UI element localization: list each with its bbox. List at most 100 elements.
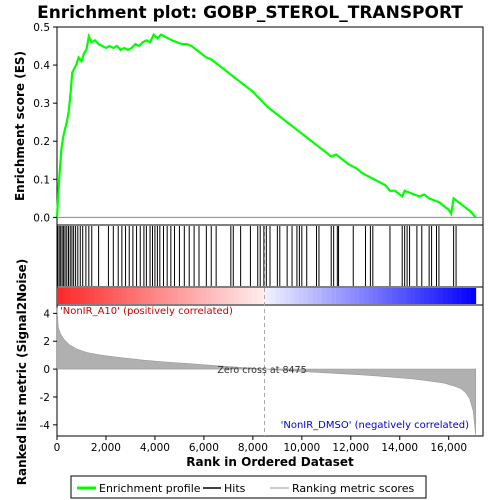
es-tick-label: 0.5 xyxy=(33,22,50,34)
colorbar-segment xyxy=(57,288,63,304)
colorbar-segment xyxy=(364,288,370,304)
colorbar-segment xyxy=(117,288,123,304)
colorbar-segment xyxy=(136,288,142,304)
colorbar-segment xyxy=(466,288,472,304)
x-tick-label: 2,000 xyxy=(91,442,121,454)
colorbar-segment xyxy=(243,288,249,304)
colorbar-segment xyxy=(326,288,332,304)
colorbar-segment xyxy=(163,288,170,304)
colorbar-segment xyxy=(447,288,453,304)
colorbar-segment xyxy=(438,288,444,304)
colorbar-segment xyxy=(80,288,86,304)
colorbar-segment xyxy=(368,288,374,304)
metric-panel-frame xyxy=(56,304,484,437)
colorbar-segment xyxy=(317,288,323,304)
colorbar-segment xyxy=(224,288,230,304)
colorbar-segment xyxy=(294,288,300,304)
x-tick-label: 4,000 xyxy=(140,442,170,454)
colorbar-segment xyxy=(177,288,184,304)
x-tick-label: 0 xyxy=(54,442,61,454)
colorbar-segment xyxy=(308,288,314,304)
colorbar-segment xyxy=(275,288,281,304)
colorbar-segment xyxy=(387,288,393,304)
colorbar-segment xyxy=(452,288,458,304)
colorbar-segment xyxy=(443,288,449,304)
x-tick-label: 16,000 xyxy=(430,442,467,454)
colorbar-segment xyxy=(257,288,263,304)
colorbar-segment xyxy=(205,288,212,304)
enrichment-profile xyxy=(55,32,483,219)
colorbar-segment xyxy=(298,288,305,304)
metric-tick-label: -4 xyxy=(40,420,51,432)
metric-area xyxy=(56,307,476,435)
colorbar-segment xyxy=(322,288,328,304)
colorbar-segment xyxy=(196,288,202,304)
metric-tick-label: 2 xyxy=(43,336,50,348)
colorbar-segment xyxy=(401,288,407,304)
metric-tick-label: 4 xyxy=(43,308,50,320)
colorbar-segment xyxy=(382,288,388,304)
colorbar-segment xyxy=(94,288,100,304)
colorbar-segment xyxy=(433,288,439,304)
ranking-metric-area xyxy=(56,225,476,436)
colorbar-segment xyxy=(150,288,156,304)
colorbar-segment xyxy=(89,288,95,304)
colorbar-segment xyxy=(350,288,356,304)
legend: Enrichment profile Hits Ranking metric s… xyxy=(70,475,427,499)
zero-cross-label: Zero cross at 8475 xyxy=(217,365,306,376)
colorbar-segment xyxy=(126,288,132,304)
es-axis-label: Enrichment score (ES) xyxy=(13,51,27,201)
colorbar-segment xyxy=(159,288,165,304)
legend-es-label: Enrichment profile xyxy=(99,482,201,495)
es-tick-label: 0.2 xyxy=(33,136,50,148)
colorbar-segment xyxy=(70,288,77,304)
colorbar-segment xyxy=(457,288,463,304)
x-tick-label: 8,000 xyxy=(238,442,268,454)
colorbar-segment xyxy=(373,288,379,304)
colorbar-segment xyxy=(247,288,253,304)
colorbar-segment xyxy=(201,288,207,304)
colorbar-segment xyxy=(98,288,105,304)
colorbar-segment xyxy=(66,288,72,304)
colorbar-segment xyxy=(270,288,277,304)
es-tick-label: 0.1 xyxy=(33,174,50,186)
x-tick-label: 12,000 xyxy=(332,442,369,454)
colorbar-segment xyxy=(331,288,337,304)
colorbar-segment xyxy=(252,288,258,304)
colorbar-segment xyxy=(405,288,412,304)
colorbar-segment xyxy=(191,288,198,304)
colorbar-segment xyxy=(182,288,188,304)
colorbar-segment xyxy=(340,288,346,304)
legend-box xyxy=(70,475,427,499)
colorbar-segment xyxy=(75,288,81,304)
colorbar-segment xyxy=(173,288,179,304)
negative-correlation-label: 'NonIR_DMSO' (negatively correlated) xyxy=(281,420,469,431)
colorbar-segment xyxy=(131,288,137,304)
colorbar-segment xyxy=(219,288,225,304)
positive-correlation-label: 'NonIR_A10' (positively correlated) xyxy=(60,306,233,317)
x-tick-label: 14,000 xyxy=(381,442,418,454)
chart-title: Enrichment plot: GOBP_STEROL_TRANSPORT xyxy=(37,3,463,23)
metric-tick-label: -2 xyxy=(40,392,50,404)
es-tick-label: 0.3 xyxy=(33,98,50,110)
colorbar-segment xyxy=(303,288,309,304)
colorbar-segment xyxy=(145,288,151,304)
es-tick-label: 0.4 xyxy=(33,60,50,72)
colorbar-segment xyxy=(471,288,477,304)
colorbar-segment xyxy=(429,288,435,304)
x-axis-label: Rank in Ordered Dataset xyxy=(186,455,354,469)
colorbar-segment xyxy=(391,288,398,304)
legend-hits-label: Hits xyxy=(224,482,246,495)
colorbar-segment xyxy=(424,288,430,304)
colorbar-segment xyxy=(103,288,109,304)
colorbar-segment xyxy=(233,288,239,304)
colorbar-segment xyxy=(140,288,146,304)
colorbar-segment xyxy=(289,288,295,304)
x-tick-label: 10,000 xyxy=(283,442,320,454)
colorbar-segment xyxy=(461,288,467,304)
colorbar-segment xyxy=(415,288,421,304)
colorbar-segment xyxy=(359,288,365,304)
legend-metric-label: Ranking metric scores xyxy=(292,482,414,495)
metric-axis-label: Ranked list metric (Signal2Noise) xyxy=(15,259,29,486)
